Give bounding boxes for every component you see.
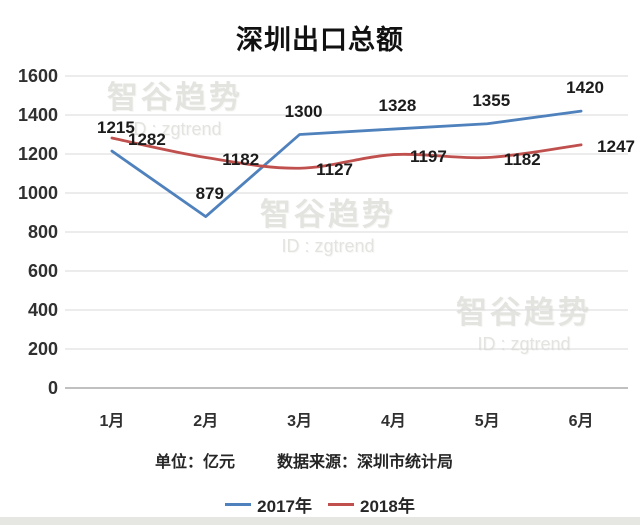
y-tick-label: 0 [47,378,58,398]
y-tick-label: 600 [27,261,58,281]
data-label-2017年: 1355 [472,90,511,110]
unit-note: 单位：亿元 [155,454,236,471]
y-tick-label: 1000 [17,183,58,203]
x-axis-label: 6月 [568,413,594,430]
series-line-2018年 [110,136,583,170]
y-tick-label: 400 [27,300,58,320]
x-axis-label: 5月 [474,413,500,430]
data-label-2017年: 1420 [566,78,604,98]
series-line-2017年 [110,109,583,218]
data-label-2017年: 1215 [96,118,135,138]
x-axis-label: 2月 [193,413,219,430]
legend: 2017年 2018年 [0,492,640,517]
legend-label: 2017年 [257,497,312,516]
y-tick-label: 800 [27,222,58,242]
data-label-2018年: 1197 [409,146,447,166]
data-label-2018年: 1282 [127,130,166,149]
legend-line-swatch [328,503,354,506]
x-axis-label: 1月 [99,413,125,430]
data-label-2017年: 1300 [284,101,323,121]
legend-item-2017年: 2017年 [225,492,312,517]
data-label-2018年: 1182 [503,149,541,169]
data-label-2018年: 1127 [316,160,354,180]
y-tick-label: 1600 [17,66,58,86]
source-note: 数据来源：深圳市统计局 [277,454,454,471]
data-label-2018年: 1182 [222,149,260,169]
data-label-2017年: 1328 [378,96,417,116]
legend-label: 2018年 [360,497,415,516]
legend-item-2018年: 2018年 [328,492,415,517]
y-tick-label: 1200 [17,144,58,164]
y-tick-label: 200 [27,339,58,359]
y-tick-label: 1400 [17,105,58,125]
footer-notes: 单位：亿元 数据来源：深圳市统计局 [155,448,453,472]
chart-title: 深圳出口总额 [236,25,404,55]
data-label-2017年: 879 [195,183,224,203]
x-axis-label: 3月 [287,413,313,430]
x-axis-label: 4月 [380,413,406,430]
bottom-strip [0,517,640,525]
legend-line-swatch [225,503,252,506]
data-label-2018年: 1247 [597,136,635,156]
